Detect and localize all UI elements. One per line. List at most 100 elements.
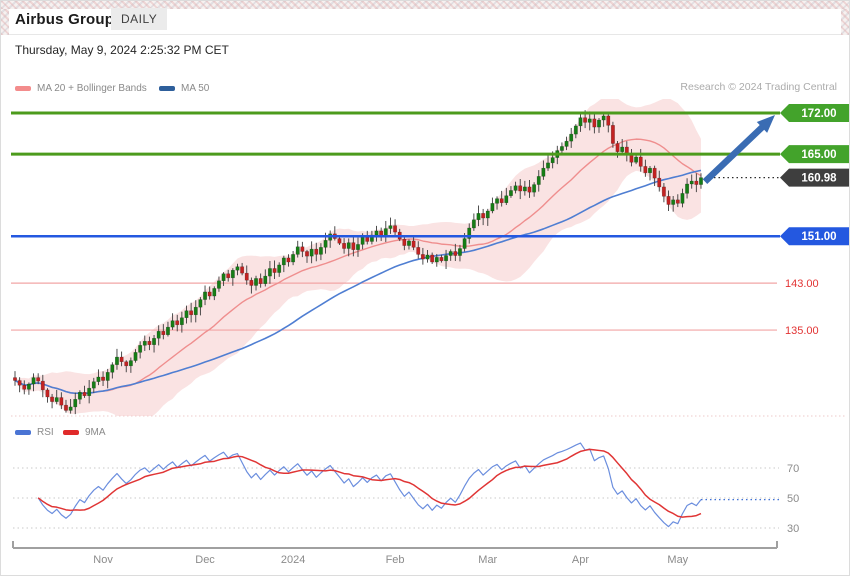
rsi-axis-label-30: 30 (787, 523, 799, 535)
candle-body (643, 166, 648, 174)
candle-body (532, 184, 537, 193)
rsi-9ma-line (37, 448, 702, 518)
legend-ma20-bollinger: MA 20 + Bollinger Bands (15, 83, 147, 94)
candle-body (318, 247, 323, 255)
candle-body (638, 156, 643, 167)
candle-body (573, 125, 578, 135)
candle-body (119, 356, 124, 362)
candle-body (648, 167, 652, 174)
candle-body (374, 230, 379, 236)
header-divider (9, 34, 841, 35)
candle-body (286, 257, 291, 263)
candle-body (138, 345, 143, 353)
candle-body (620, 146, 625, 152)
candle-body (504, 195, 509, 204)
candle-body (22, 384, 27, 390)
candle-body (272, 268, 277, 273)
legend-ma20-bollinger-label: MA 20 + Bollinger Bands (37, 83, 147, 94)
decorative-hatch-border-left (1, 9, 9, 35)
legend-rsi-label: RSI (37, 427, 54, 438)
price-tag-label-151.00: 151.00 (801, 231, 836, 243)
candle-body (499, 198, 504, 204)
candle-body (379, 230, 384, 236)
candle-body (277, 264, 282, 273)
candle-body (45, 389, 50, 398)
candle-body (467, 227, 472, 239)
candle-body (249, 279, 254, 286)
candle-body (96, 376, 101, 382)
candle-body (230, 269, 235, 279)
candle-body (402, 238, 407, 246)
candle-body (263, 275, 268, 284)
candle-body (235, 266, 240, 271)
candle-body (652, 167, 657, 179)
candle-body (550, 157, 555, 164)
candle-body (471, 219, 476, 229)
rsi-line (37, 442, 702, 528)
candle-body (295, 246, 300, 255)
candle-body (657, 177, 662, 188)
rsi-9ma-swatch-icon (63, 430, 79, 435)
candle-body (244, 272, 249, 281)
candle-body (179, 317, 184, 326)
candle-body (462, 238, 467, 249)
candle-body (383, 228, 388, 236)
candle-body (522, 186, 527, 192)
candle-body (597, 119, 601, 128)
price-tag-165.00 (780, 145, 849, 164)
month-label-Feb: Feb (386, 554, 405, 566)
candle-body (26, 383, 31, 390)
candle-body (448, 251, 453, 256)
candle-body (31, 377, 36, 385)
candle-body (17, 380, 22, 386)
candle-body (360, 237, 365, 245)
month-label-May: May (667, 554, 688, 566)
candle-body (587, 118, 592, 123)
candle-body (64, 404, 68, 411)
price-tag-172.00 (780, 104, 849, 122)
candle-body (240, 266, 245, 274)
candle-body (680, 193, 685, 204)
candle-body (309, 248, 314, 257)
ma20-bollinger-swatch-icon (15, 86, 31, 91)
candle-body (337, 238, 342, 244)
candle-body (513, 185, 518, 191)
candle-body (430, 254, 435, 263)
candle-body (634, 156, 639, 163)
candle-body (527, 186, 532, 193)
candle-body (694, 180, 699, 185)
candle-body (453, 251, 458, 256)
candle-body (439, 257, 444, 262)
candle-body (689, 180, 694, 185)
candle-body (212, 288, 217, 297)
month-label-Mar: Mar (478, 554, 497, 566)
candle-body (388, 225, 393, 229)
price-tag-label-165.00: 165.00 (801, 149, 836, 161)
candle-body (147, 340, 152, 345)
level-label-135.00: 135.00 (785, 325, 819, 337)
price-tag-160.98 (780, 168, 849, 187)
candle-body (615, 143, 620, 152)
month-label-2024: 2024 (281, 554, 305, 566)
candle-body (216, 280, 221, 289)
candle-body (133, 352, 138, 361)
candle-body (40, 380, 45, 391)
candle-body (541, 167, 546, 177)
candle-body (675, 199, 680, 204)
rsi-axis-label-50: 50 (787, 493, 799, 505)
candle-body (592, 118, 597, 128)
candle-body (82, 392, 87, 397)
candle-body (73, 399, 78, 408)
candle-body (578, 117, 583, 127)
candle-body (661, 186, 666, 197)
candles-group (13, 110, 703, 415)
candle-body (407, 240, 411, 246)
candle-body (610, 125, 615, 144)
candle-body (128, 360, 133, 367)
decorative-hatch-border-top (1, 1, 849, 9)
candle-body (156, 330, 161, 339)
candle-body (481, 213, 486, 219)
candle-body (485, 210, 490, 219)
candle-body (281, 257, 286, 266)
